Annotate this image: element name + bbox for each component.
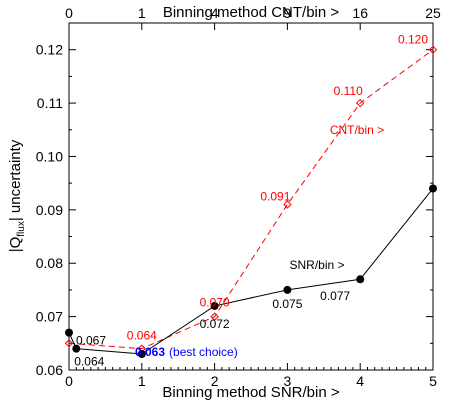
x2-tick-label: 0: [65, 5, 73, 21]
y-axis-title-tail: | uncertainty: [7, 139, 24, 221]
y-tick-label: 0.06: [36, 362, 63, 378]
snr-series-label: SNR/bin >: [289, 258, 344, 272]
cnt-data-label: 0.110: [334, 84, 363, 98]
y-axis-title-sub: flux: [16, 221, 27, 237]
snr-point-marker: [429, 184, 437, 193]
cnt-data-label: 0.070: [200, 296, 230, 310]
cnt-data-label: 0.091: [260, 190, 290, 204]
cnt-point-marker: [283, 200, 292, 209]
cnt-point-marker: [64, 339, 74, 348]
cnt-series-line: [68, 49, 434, 350]
x-tick-label: 4: [356, 373, 364, 389]
cnt-series-label: CNT/bin >: [330, 123, 384, 137]
best-choice-annotation: 0.063 (best choice): [135, 345, 238, 359]
y-tick-label: 0.12: [36, 42, 63, 58]
snr-point-marker: [137, 349, 146, 358]
y-axis-title-main: |Q: [7, 237, 24, 253]
x-tick-label: 0: [65, 373, 73, 389]
plot-frame: [68, 22, 434, 371]
cnt-point-marker: [210, 312, 219, 321]
cnt-point-marker: [428, 45, 438, 54]
snr-data-label: 0.075: [272, 297, 302, 311]
y-tick-label: 0.11: [37, 95, 63, 111]
snr-data-label: 0.077: [320, 289, 350, 303]
x-tick-label: 5: [429, 373, 437, 389]
x2-tick-label: 16: [352, 5, 368, 21]
snr-point-marker: [65, 328, 73, 337]
y-tick-label: 0.07: [36, 309, 63, 325]
snr-point-marker: [283, 285, 292, 294]
y-tick-label: 0.08: [36, 255, 63, 271]
snr-series-line: [68, 188, 434, 355]
x2-tick-label: 4: [211, 5, 219, 21]
x-tick-label: 3: [284, 373, 292, 389]
snr-data-label: 0.064: [74, 355, 104, 369]
x2-tick-label: 1: [138, 5, 146, 21]
y-tick-label: 0.10: [36, 148, 63, 164]
snr-data-label: 0.072: [200, 317, 230, 331]
snr-point-marker: [356, 275, 365, 284]
cnt-data-label: 0.120: [398, 33, 428, 47]
top-axis-title: Binning method CNT/bin >: [163, 4, 340, 21]
x2-tick-label: 9: [284, 5, 292, 21]
x2-tick-label: 25: [425, 5, 441, 21]
best-choice-note: (best choice): [169, 345, 238, 359]
snr-data-label: 0.067: [76, 334, 106, 348]
snr-point-marker: [72, 344, 81, 353]
x-tick-label: 2: [211, 373, 219, 389]
x-tick-label: 1: [138, 373, 146, 389]
cnt-data-label: 0.064: [127, 329, 157, 343]
y-axis-title: |Qflux| uncertainty: [7, 139, 27, 252]
snr-point-marker: [210, 301, 219, 310]
y-tick-label: 0.09: [36, 202, 63, 218]
bottom-axis-title: Binning method SNR/bin >: [162, 384, 339, 401]
best-choice-value: 0.063: [135, 345, 165, 359]
cnt-point-marker: [355, 98, 365, 108]
